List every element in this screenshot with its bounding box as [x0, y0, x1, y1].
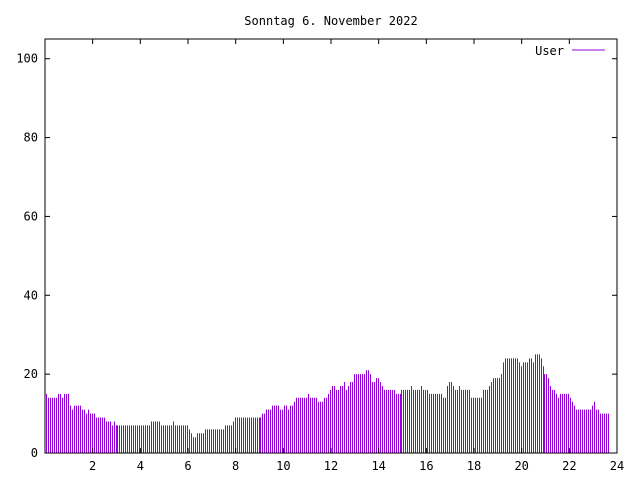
y-tick-label: 60 — [24, 209, 38, 223]
x-tick-label: 14 — [371, 459, 385, 473]
x-tick-label: 22 — [562, 459, 576, 473]
y-tick-label: 20 — [24, 367, 38, 381]
x-tick-label: 12 — [324, 459, 338, 473]
x-tick-label: 8 — [232, 459, 239, 473]
legend: User — [535, 44, 605, 58]
x-tick-label: 16 — [419, 459, 433, 473]
x-tick-label: 6 — [184, 459, 191, 473]
x-tick-label: 18 — [467, 459, 481, 473]
y-tick-label: 40 — [24, 288, 38, 302]
x-tick-label: 4 — [137, 459, 144, 473]
y-tick-label: 0 — [31, 446, 38, 460]
legend-label: User — [535, 44, 564, 58]
x-tick-label: 24 — [610, 459, 624, 473]
x-tick-label: 10 — [276, 459, 290, 473]
x-tick-label: 20 — [514, 459, 528, 473]
y-tick-label: 100 — [16, 52, 38, 66]
x-tick-label: 2 — [89, 459, 96, 473]
y-tick-label: 80 — [24, 131, 38, 145]
bars-layer — [46, 354, 609, 453]
chart-title: Sonntag 6. November 2022 — [244, 14, 417, 28]
